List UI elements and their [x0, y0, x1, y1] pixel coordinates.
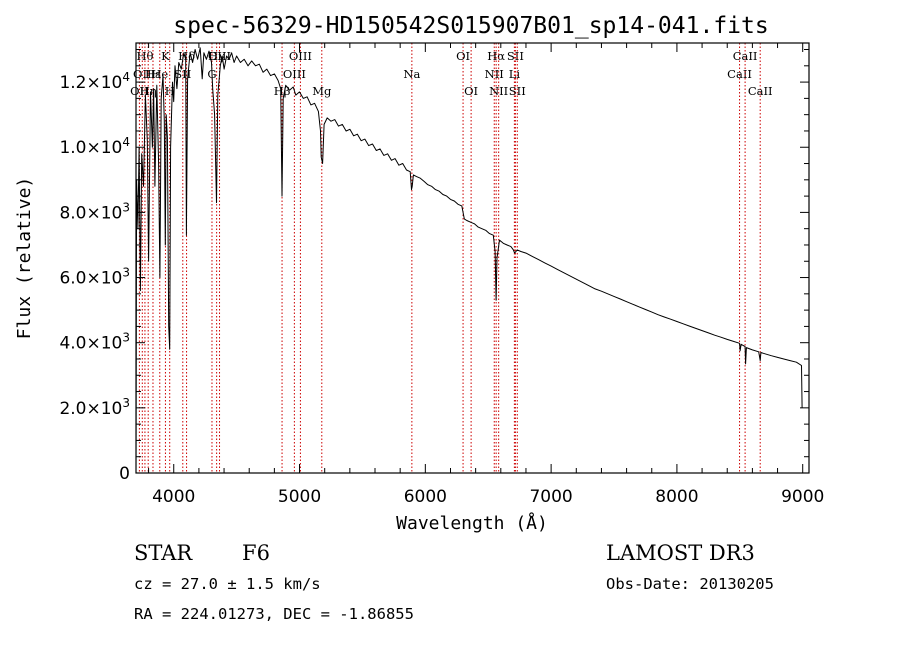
x-tick-label: 9000 [781, 487, 824, 507]
line-marker-label: OII [133, 67, 152, 81]
x-tick-label: 7000 [529, 487, 572, 507]
line-marker-label: CaII [733, 49, 758, 63]
line-marker-label: OII [130, 84, 149, 98]
survey-name: LAMOST DR3 [606, 541, 755, 565]
observation-date: Obs-Date: 20130205 [606, 575, 774, 593]
y-tick-label: 1.2×104 [59, 70, 130, 93]
line-marker-label: Hβ [274, 84, 291, 98]
x-tick-label: 5000 [278, 487, 321, 507]
coordinates: RA = 224.01273, DEC = -1.86855 [134, 605, 414, 623]
series-line-flux [135, 47, 803, 474]
emission-line-markers: OIIOIIHθHηHεHeKHSIIHδGHγOIIIHβOIIIOIIIMg… [130, 43, 773, 473]
line-marker-label: OIII [208, 49, 231, 63]
x-axis-ticks: 4000 5000 6000 7000 8000 9000 [148, 43, 824, 507]
object-class: STAR [134, 541, 193, 565]
x-tick-label: 6000 [404, 487, 447, 507]
line-marker-label: NII [489, 84, 508, 98]
line-marker-label: He [151, 67, 168, 81]
line-marker-label: Li [509, 67, 521, 81]
y-tick-label: 8.0×103 [59, 200, 130, 223]
y-axis-ticks: 0 2.0×103 4.0×103 6.0×103 8.0×103 1.0×104 1.2×… [59, 49, 809, 484]
spectrum-series [135, 47, 803, 474]
line-marker-label: OIII [289, 49, 312, 63]
line-marker-label: Na [403, 67, 420, 81]
line-marker-label: OI [456, 49, 470, 63]
line-marker-label: Mg [312, 84, 332, 98]
line-marker-label: H [165, 84, 175, 98]
plot-frame [135, 42, 810, 474]
line-marker-label: Hε [145, 67, 161, 81]
line-marker-label: CaII [748, 84, 773, 98]
y-tick-label: 6.0×103 [59, 266, 130, 289]
y-tick-label: 0 [119, 464, 130, 484]
x-tick-label: 8000 [655, 487, 698, 507]
y-tick-label: 1.0×104 [59, 135, 130, 158]
y-tick-label: 2.0×103 [59, 396, 130, 419]
y-tick-label: 4.0×103 [59, 331, 130, 354]
chart-title: spec-56329-HD150542S015907B01_sp14-041.f… [173, 13, 768, 39]
line-marker-label: CaII [727, 67, 752, 81]
line-marker-label: OI [464, 84, 478, 98]
x-axis-label: Wavelength (Å) [396, 512, 548, 534]
line-marker-label: OIII [283, 67, 306, 81]
line-marker-label: SII [509, 84, 526, 98]
line-marker-label: Hη [140, 84, 157, 98]
y-axis-label: Flux (relative) [14, 177, 35, 340]
x-tick-label: 4000 [152, 487, 195, 507]
object-subclass: F6 [242, 541, 270, 565]
line-marker-label: SII [507, 49, 524, 63]
line-marker-label: Hγ [208, 49, 225, 63]
line-marker-label: Hθ [136, 49, 153, 63]
redshift-cz: cz = 27.0 ± 1.5 km/s [134, 575, 321, 593]
line-marker-label: K [161, 49, 170, 63]
line-marker-label: NII [485, 67, 504, 81]
line-marker-label: Hα [487, 49, 505, 63]
